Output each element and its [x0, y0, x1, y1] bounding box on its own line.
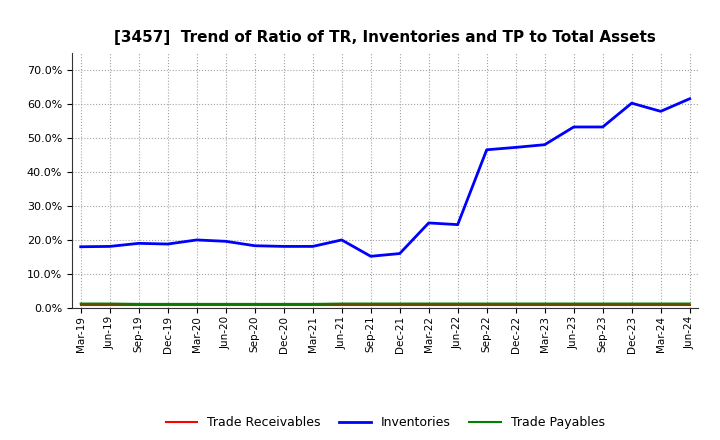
Inventories: [76, 244, 85, 249]
Trade Payables: [192, 301, 201, 307]
Trade Payables: [598, 301, 607, 306]
Inventories: [192, 237, 201, 242]
Inventories: [598, 125, 607, 130]
Trade Receivables: [570, 303, 578, 308]
Trade Payables: [105, 301, 114, 306]
Trade Payables: [627, 301, 636, 306]
Inventories: [570, 125, 578, 130]
Trade Payables: [482, 301, 491, 306]
Inventories: [366, 253, 375, 259]
Title: [3457]  Trend of Ratio of TR, Inventories and TP to Total Assets: [3457] Trend of Ratio of TR, Inventories…: [114, 29, 656, 45]
Trade Receivables: [395, 303, 404, 308]
Trade Payables: [163, 301, 172, 307]
Trade Payables: [76, 301, 85, 306]
Trade Receivables: [541, 303, 549, 308]
Inventories: [279, 244, 288, 249]
Trade Payables: [511, 301, 520, 306]
Trade Payables: [570, 301, 578, 306]
Inventories: [135, 241, 143, 246]
Inventories: [685, 96, 694, 101]
Trade Payables: [251, 301, 259, 307]
Trade Receivables: [685, 303, 694, 308]
Legend: Trade Receivables, Inventories, Trade Payables: Trade Receivables, Inventories, Trade Pa…: [161, 411, 610, 434]
Trade Receivables: [657, 303, 665, 308]
Inventories: [424, 220, 433, 226]
Trade Payables: [308, 301, 317, 307]
Trade Payables: [424, 301, 433, 306]
Trade Receivables: [424, 303, 433, 308]
Trade Payables: [657, 301, 665, 306]
Trade Receivables: [105, 303, 114, 308]
Inventories: [395, 251, 404, 256]
Trade Receivables: [251, 303, 259, 308]
Inventories: [251, 243, 259, 248]
Trade Receivables: [627, 303, 636, 308]
Trade Receivables: [163, 303, 172, 308]
Inventories: [221, 238, 230, 244]
Trade Payables: [685, 301, 694, 306]
Trade Receivables: [279, 303, 288, 308]
Inventories: [454, 222, 462, 227]
Trade Payables: [221, 301, 230, 307]
Trade Payables: [135, 301, 143, 307]
Trade Receivables: [135, 303, 143, 308]
Inventories: [657, 109, 665, 114]
Inventories: [482, 147, 491, 152]
Trade Payables: [279, 301, 288, 307]
Trade Receivables: [366, 303, 375, 308]
Trade Receivables: [511, 303, 520, 308]
Trade Receivables: [454, 303, 462, 308]
Trade Receivables: [192, 303, 201, 308]
Inventories: [163, 242, 172, 247]
Trade Payables: [454, 301, 462, 306]
Trade Receivables: [308, 303, 317, 308]
Inventories: [541, 142, 549, 147]
Inventories: [511, 145, 520, 150]
Inventories: [627, 100, 636, 106]
Inventories: [105, 244, 114, 249]
Trade Payables: [395, 301, 404, 306]
Inventories: [338, 237, 346, 242]
Trade Receivables: [338, 303, 346, 308]
Trade Receivables: [482, 303, 491, 308]
Trade Receivables: [76, 303, 85, 308]
Inventories: [308, 244, 317, 249]
Trade Payables: [541, 301, 549, 306]
Trade Receivables: [598, 303, 607, 308]
Trade Payables: [366, 301, 375, 306]
Trade Payables: [338, 301, 346, 306]
Trade Receivables: [221, 303, 230, 308]
Line: Inventories: Inventories: [81, 99, 690, 256]
